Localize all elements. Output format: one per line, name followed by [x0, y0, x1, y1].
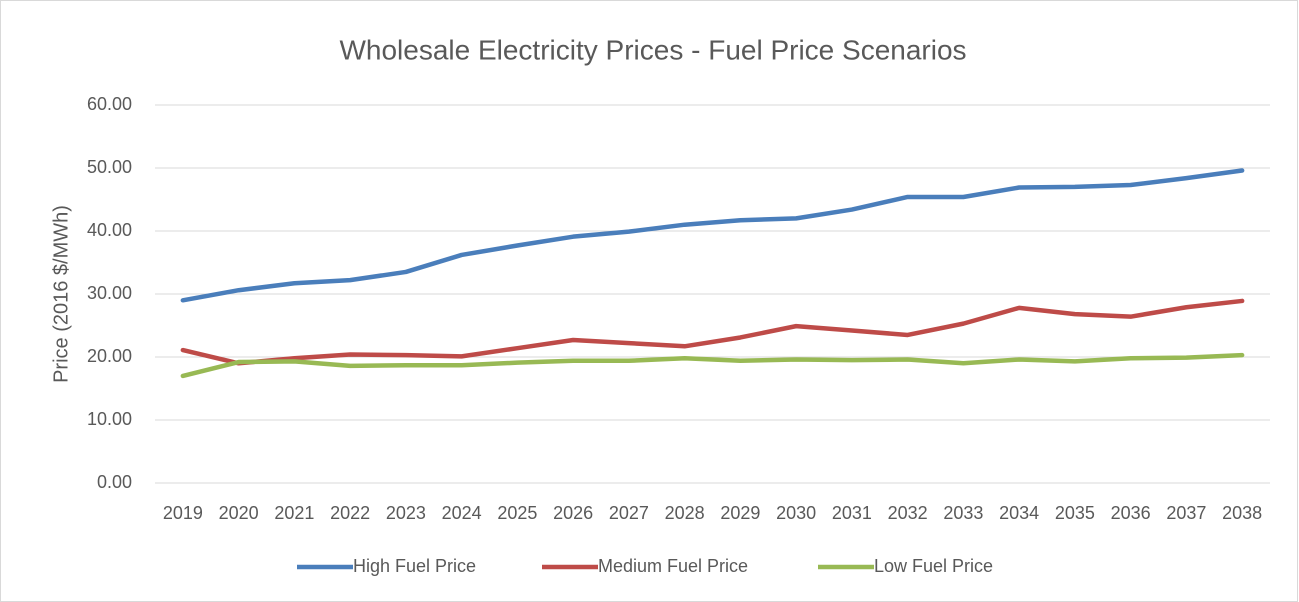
x-tick-label: 2019	[163, 503, 203, 523]
x-tick-label: 2038	[1222, 503, 1262, 523]
x-tick-label: 2029	[720, 503, 760, 523]
y-tick-label: 40.00	[87, 220, 132, 240]
y-tick-label: 0.00	[97, 472, 132, 492]
x-tick-label: 2021	[274, 503, 314, 523]
x-tick-label: 2032	[888, 503, 928, 523]
y-tick-label: 30.00	[87, 283, 132, 303]
y-tick-label: 50.00	[87, 157, 132, 177]
x-tick-label: 2027	[609, 503, 649, 523]
y-tick-label: 60.00	[87, 94, 132, 114]
x-tick-label: 2022	[330, 503, 370, 523]
series-line	[180, 352, 1245, 379]
chart-title: Wholesale Electricity Prices - Fuel Pric…	[339, 34, 966, 65]
y-tick-label: 20.00	[87, 346, 132, 366]
x-tick-label: 2028	[665, 503, 705, 523]
series-line	[180, 298, 1245, 366]
x-tick-label: 2020	[219, 503, 259, 523]
y-axis-label: Price (2016 $/MWh)	[50, 205, 72, 383]
x-tick-label: 2037	[1166, 503, 1206, 523]
x-tick-label: 2036	[1111, 503, 1151, 523]
legend-label: Low Fuel Price	[874, 556, 993, 576]
x-tick-label: 2024	[442, 503, 482, 523]
x-tick-label: 2023	[386, 503, 426, 523]
legend-label: High Fuel Price	[353, 556, 476, 576]
x-tick-label: 2033	[943, 503, 983, 523]
y-tick-label: 10.00	[87, 409, 132, 429]
series-line	[180, 168, 1245, 303]
x-tick-label: 2025	[497, 503, 537, 523]
x-tick-label: 2034	[999, 503, 1039, 523]
legend-label: Medium Fuel Price	[598, 556, 748, 576]
x-tick-label: 2031	[832, 503, 872, 523]
x-tick-label: 2026	[553, 503, 593, 523]
x-tick-label: 2030	[776, 503, 816, 523]
x-tick-label: 2035	[1055, 503, 1095, 523]
